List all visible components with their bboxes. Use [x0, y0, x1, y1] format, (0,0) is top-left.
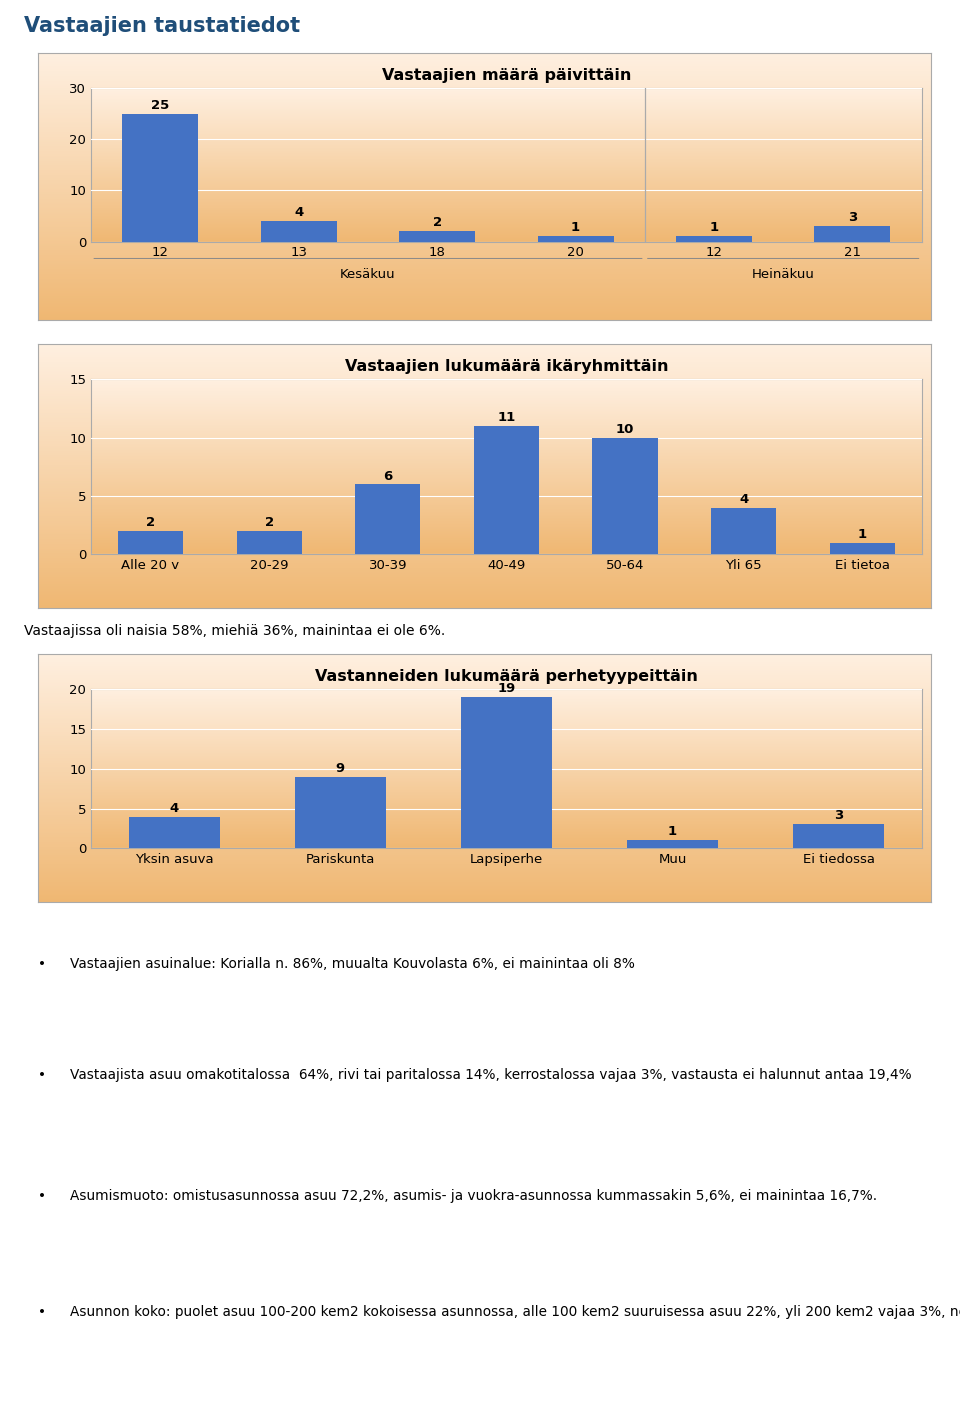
Bar — [295, 777, 386, 848]
Text: 4: 4 — [294, 206, 303, 219]
Text: Asunnon koko: puolet asuu 100-200 kem2 kokoisessa asunnossa, alle 100 kem2 suuru: Asunnon koko: puolet asuu 100-200 kem2 k… — [69, 1304, 960, 1319]
Bar — [236, 531, 301, 554]
Text: Vastaajien asuinalue: Korialla n. 86%, muualta Kouvolasta 6%, ei mainintaa oli 8: Vastaajien asuinalue: Korialla n. 86%, m… — [69, 956, 635, 971]
Text: •: • — [37, 1304, 46, 1319]
Text: 4: 4 — [170, 801, 179, 814]
Text: •: • — [37, 1189, 46, 1204]
Text: Vastaajissa oli naisia 58%, miehiä 36%, mainintaa ei ole 6%.: Vastaajissa oli naisia 58%, miehiä 36%, … — [24, 624, 445, 638]
Text: 1: 1 — [709, 222, 719, 234]
Bar — [399, 232, 475, 242]
Text: 1: 1 — [668, 826, 677, 838]
Bar — [627, 840, 718, 848]
Text: 6: 6 — [383, 469, 393, 483]
Text: 1: 1 — [571, 222, 580, 234]
Bar — [474, 426, 539, 554]
Bar — [122, 114, 199, 242]
Text: 2: 2 — [146, 516, 156, 529]
Text: 3: 3 — [834, 810, 843, 823]
Bar — [355, 485, 420, 554]
Text: 9: 9 — [336, 762, 345, 774]
Text: 25: 25 — [152, 98, 170, 112]
Text: •: • — [37, 1069, 46, 1081]
Text: •: • — [37, 956, 46, 971]
Title: Vastanneiden lukumäärä perhetyypeittäin: Vastanneiden lukumäärä perhetyypeittäin — [315, 669, 698, 684]
Bar — [129, 817, 220, 848]
Text: 3: 3 — [848, 212, 857, 225]
Text: 2: 2 — [265, 516, 274, 529]
Text: 2: 2 — [433, 216, 442, 229]
Bar — [261, 222, 337, 242]
Text: Vastaajista asuu omakotitalossa  64%, rivi tai paritalossa 14%, kerrostalossa va: Vastaajista asuu omakotitalossa 64%, riv… — [69, 1069, 911, 1081]
Bar — [461, 698, 552, 848]
Text: 10: 10 — [616, 423, 635, 436]
Text: Kesäkuu: Kesäkuu — [340, 269, 396, 281]
Title: Vastaajien lukumäärä ikäryhmittäin: Vastaajien lukumäärä ikäryhmittäin — [345, 360, 668, 374]
Bar — [538, 236, 613, 242]
Bar — [793, 824, 884, 848]
Bar — [676, 236, 752, 242]
Bar — [592, 438, 658, 554]
Text: 1: 1 — [857, 527, 867, 541]
Text: Asumismuoto: omistusasunnossa asuu 72,2%, asumis- ja vuokra-asunnossa kummassaki: Asumismuoto: omistusasunnossa asuu 72,2%… — [69, 1189, 876, 1204]
Title: Vastaajien määrä päivittäin: Vastaajien määrä päivittäin — [382, 68, 631, 82]
Text: 19: 19 — [497, 682, 516, 695]
Bar — [814, 226, 891, 242]
Bar — [118, 531, 183, 554]
Text: Heinäkuu: Heinäkuu — [752, 269, 815, 281]
Text: Vastaajien taustatiedot: Vastaajien taustatiedot — [24, 16, 300, 36]
Bar — [829, 543, 895, 554]
Bar — [711, 507, 777, 554]
Text: 11: 11 — [497, 411, 516, 425]
Text: 4: 4 — [739, 493, 748, 506]
